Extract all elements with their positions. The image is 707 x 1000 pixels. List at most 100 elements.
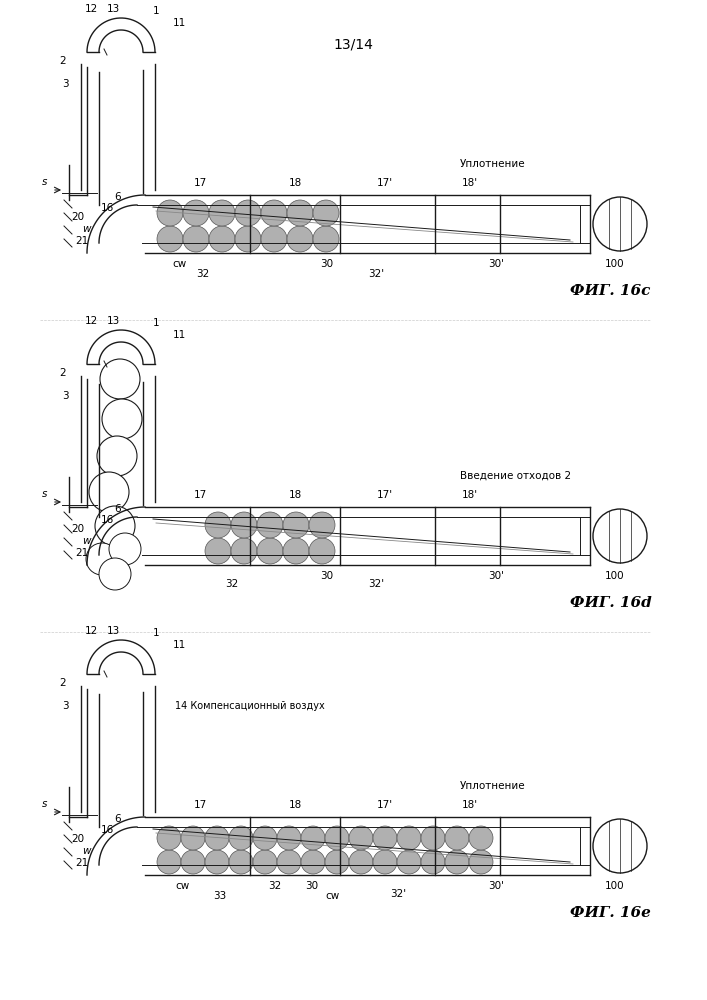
Text: s: s	[42, 489, 47, 499]
Text: 21: 21	[75, 548, 88, 558]
Circle shape	[313, 226, 339, 252]
Text: cw: cw	[172, 259, 186, 269]
Circle shape	[205, 538, 231, 564]
Text: 13/14: 13/14	[333, 38, 373, 52]
Circle shape	[287, 200, 313, 226]
Text: 30: 30	[320, 571, 333, 581]
Circle shape	[209, 200, 235, 226]
Text: 100: 100	[605, 881, 624, 891]
Circle shape	[205, 512, 231, 538]
Text: Уплотнение: Уплотнение	[460, 781, 525, 791]
Circle shape	[469, 850, 493, 874]
Text: 30': 30'	[488, 881, 504, 891]
Text: 1: 1	[153, 6, 160, 16]
Text: 13: 13	[107, 626, 120, 636]
Text: 20: 20	[71, 524, 84, 534]
Circle shape	[100, 359, 140, 399]
Text: 16: 16	[101, 203, 115, 213]
Circle shape	[421, 850, 445, 874]
Text: 6: 6	[114, 504, 121, 514]
Circle shape	[313, 200, 339, 226]
Text: 17': 17'	[377, 178, 393, 188]
Circle shape	[257, 538, 283, 564]
Text: 18: 18	[288, 800, 302, 810]
Text: 33: 33	[213, 891, 226, 901]
Circle shape	[157, 850, 181, 874]
Text: 21: 21	[75, 858, 88, 868]
Text: 3: 3	[62, 79, 69, 89]
Circle shape	[349, 826, 373, 850]
Circle shape	[181, 850, 205, 874]
Circle shape	[109, 533, 141, 565]
Text: s: s	[42, 177, 47, 187]
Circle shape	[397, 826, 421, 850]
Circle shape	[231, 512, 257, 538]
Circle shape	[257, 512, 283, 538]
Circle shape	[157, 826, 181, 850]
Circle shape	[397, 850, 421, 874]
Text: 32: 32	[196, 269, 209, 279]
Circle shape	[102, 399, 142, 439]
Text: 100: 100	[605, 571, 624, 581]
Circle shape	[157, 200, 183, 226]
Circle shape	[373, 850, 397, 874]
Circle shape	[261, 200, 287, 226]
Text: 6: 6	[114, 192, 121, 202]
Text: 2: 2	[59, 368, 66, 378]
Text: 32': 32'	[368, 579, 384, 589]
Text: 100: 100	[605, 259, 624, 269]
Circle shape	[181, 826, 205, 850]
Text: w: w	[82, 224, 90, 234]
Circle shape	[283, 512, 309, 538]
Circle shape	[205, 826, 229, 850]
Circle shape	[229, 850, 253, 874]
Text: 13: 13	[107, 316, 120, 326]
Circle shape	[277, 826, 301, 850]
Text: 18': 18'	[462, 800, 478, 810]
Circle shape	[89, 472, 129, 512]
Text: 18: 18	[288, 178, 302, 188]
Text: 30: 30	[305, 881, 318, 891]
Text: ФИГ. 16e: ФИГ. 16e	[570, 906, 651, 920]
Circle shape	[325, 826, 349, 850]
Circle shape	[283, 538, 309, 564]
Circle shape	[349, 850, 373, 874]
Text: 12: 12	[85, 626, 98, 636]
Text: 14 Компенсационный воздух: 14 Компенсационный воздух	[175, 701, 325, 711]
Text: 2: 2	[59, 678, 66, 688]
Text: 11: 11	[173, 640, 186, 650]
Text: ФИГ. 16c: ФИГ. 16c	[570, 284, 650, 298]
Text: 20: 20	[71, 212, 84, 222]
Text: s: s	[42, 799, 47, 809]
Text: 18': 18'	[462, 490, 478, 500]
Text: 11: 11	[173, 18, 186, 28]
Text: 30': 30'	[488, 259, 504, 269]
Text: 32': 32'	[368, 269, 384, 279]
Text: 20: 20	[71, 834, 84, 844]
Circle shape	[253, 826, 277, 850]
Text: 1: 1	[153, 318, 160, 328]
Circle shape	[309, 538, 335, 564]
Circle shape	[593, 197, 647, 251]
Text: 32: 32	[268, 881, 281, 891]
Circle shape	[593, 509, 647, 563]
Circle shape	[209, 226, 235, 252]
Circle shape	[469, 826, 493, 850]
Text: 6: 6	[114, 814, 121, 824]
Circle shape	[183, 226, 209, 252]
Text: 12: 12	[85, 4, 98, 14]
Circle shape	[301, 826, 325, 850]
Circle shape	[445, 850, 469, 874]
Text: 32': 32'	[390, 889, 406, 899]
Circle shape	[229, 826, 253, 850]
Text: 30: 30	[320, 259, 333, 269]
Circle shape	[99, 558, 131, 590]
Text: 11: 11	[173, 330, 186, 340]
Circle shape	[235, 226, 261, 252]
Circle shape	[445, 826, 469, 850]
Text: 17': 17'	[377, 800, 393, 810]
Circle shape	[261, 226, 287, 252]
Text: 30': 30'	[488, 571, 504, 581]
Circle shape	[235, 200, 261, 226]
Circle shape	[231, 538, 257, 564]
